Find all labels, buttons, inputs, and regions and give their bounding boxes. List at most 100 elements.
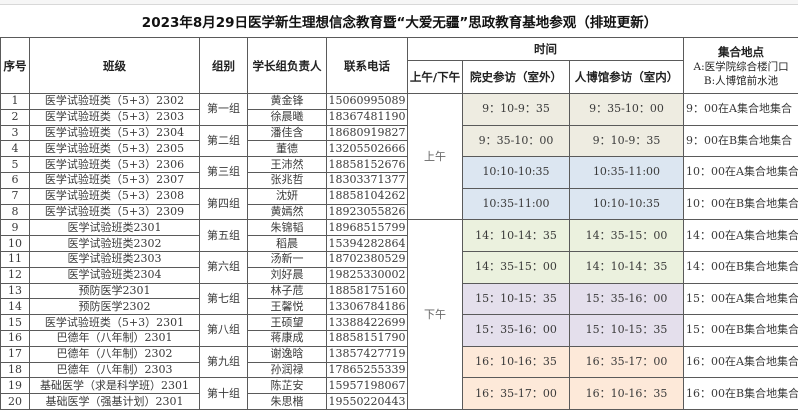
class-cell[interactable]: 医学试验班类2302 — [30, 236, 200, 252]
history-time-cell[interactable]: 16：10-16：35 — [463, 346, 570, 378]
class-cell[interactable]: 基础医学（求是科学班）2301 — [30, 378, 200, 394]
seq-cell[interactable]: 14 — [1, 299, 30, 315]
leader-cell[interactable]: 刘好晨 — [248, 267, 327, 283]
class-cell[interactable]: 巴德年（八年制）2303 — [30, 362, 200, 378]
header-seq[interactable]: 序号 — [1, 38, 30, 94]
seq-cell[interactable]: 18 — [1, 362, 30, 378]
group-cell[interactable]: 第六组 — [200, 251, 248, 283]
header-museum[interactable]: 人博馆参访（室内） — [570, 61, 684, 94]
class-cell[interactable]: 医学试验班类（5+3）2303 — [30, 109, 200, 125]
history-time-cell[interactable]: 9：10-9：35 — [463, 94, 570, 126]
session-cell[interactable]: 上午 — [408, 94, 463, 220]
group-cell[interactable]: 第五组 — [200, 220, 248, 252]
phone-cell[interactable]: 13388422699 — [327, 315, 408, 331]
class-cell[interactable]: 医学试验班类（5+3）2305 — [30, 141, 200, 157]
phone-cell[interactable]: 18680919827 — [327, 125, 408, 141]
leader-cell[interactable]: 王沛然 — [248, 157, 327, 173]
leader-cell[interactable]: 林子苊 — [248, 283, 327, 299]
phone-cell[interactable]: 19825330002 — [327, 267, 408, 283]
museum-time-cell[interactable]: 9：35-10：00 — [570, 94, 684, 126]
leader-cell[interactable]: 张兆哲 — [248, 172, 327, 188]
class-cell[interactable]: 医学试验班类（5+3）2308 — [30, 188, 200, 204]
phone-cell[interactable]: 18367481190 — [327, 109, 408, 125]
museum-time-cell[interactable]: 15：35-16：00 — [570, 283, 684, 315]
museum-time-cell[interactable]: 15：10-15：35 — [570, 315, 684, 347]
class-cell[interactable]: 医学试验班类（5+3）2309 — [30, 204, 200, 220]
meeting-cell[interactable]: 14：00在B集合地集合 — [684, 251, 798, 283]
header-history[interactable]: 院史参访（室外） — [463, 61, 570, 94]
leader-cell[interactable]: 潘佳含 — [248, 125, 327, 141]
leader-cell[interactable]: 王馨悦 — [248, 299, 327, 315]
leader-cell[interactable]: 陈芷安 — [248, 378, 327, 394]
history-time-cell[interactable]: 14：35-15：00 — [463, 251, 570, 283]
header-class[interactable]: 班级 — [30, 38, 200, 94]
class-cell[interactable]: 巴德年（八年制）2302 — [30, 346, 200, 362]
class-cell[interactable]: 医学试验班类2301 — [30, 220, 200, 236]
phone-cell[interactable]: 15060995089 — [327, 94, 408, 110]
phone-cell[interactable]: 13306784186 — [327, 299, 408, 315]
meeting-cell[interactable]: 15：00在A集合地集合 — [684, 283, 798, 315]
seq-cell[interactable]: 12 — [1, 267, 30, 283]
history-time-cell[interactable]: 10:10-10:35 — [463, 157, 570, 189]
museum-time-cell[interactable]: 9：10-9：35 — [570, 125, 684, 157]
meeting-cell[interactable]: 9：00在A集合地集合 — [684, 94, 798, 126]
class-cell[interactable]: 医学试验班类2304 — [30, 267, 200, 283]
class-cell[interactable]: 预防医学2301 — [30, 283, 200, 299]
phone-cell[interactable]: 13857427719 — [327, 346, 408, 362]
leader-cell[interactable]: 黄嫣然 — [248, 204, 327, 220]
meeting-cell[interactable]: 16：00在B集合地集合 — [684, 378, 798, 410]
leader-cell[interactable]: 董德 — [248, 141, 327, 157]
museum-time-cell[interactable]: 14：35-15：00 — [570, 220, 684, 252]
group-cell[interactable]: 第三组 — [200, 157, 248, 189]
group-cell[interactable]: 第九组 — [200, 346, 248, 378]
museum-time-cell[interactable]: 10:10-10:35 — [570, 188, 684, 220]
leader-cell[interactable]: 徐晨曦 — [248, 109, 327, 125]
meeting-cell[interactable]: 16：00在A集合地集合 — [684, 346, 798, 378]
seq-cell[interactable]: 17 — [1, 346, 30, 362]
history-time-cell[interactable]: 9：35-10：00 — [463, 125, 570, 157]
sheet-title[interactable]: 2023年8月29日医学新生理想信念教育暨“大爱无疆”思政教育基地参观（排班更新… — [1, 5, 798, 38]
class-cell[interactable]: 医学试验班类（5+3）2306 — [30, 157, 200, 173]
seq-cell[interactable]: 15 — [1, 315, 30, 331]
phone-cell[interactable]: 18858175160 — [327, 283, 408, 299]
history-time-cell[interactable]: 14：10-14：35 — [463, 220, 570, 252]
group-cell[interactable]: 第二组 — [200, 125, 248, 157]
meeting-cell[interactable]: 14：00在A集合地集合 — [684, 220, 798, 252]
leader-cell[interactable]: 孙润禄 — [248, 362, 327, 378]
phone-cell[interactable]: 17865255339 — [327, 362, 408, 378]
leader-cell[interactable]: 蒋康成 — [248, 330, 327, 346]
group-cell[interactable]: 第七组 — [200, 283, 248, 315]
seq-cell[interactable]: 5 — [1, 157, 30, 173]
leader-cell[interactable]: 稻晨 — [248, 236, 327, 252]
header-session[interactable]: 上午/下午 — [408, 61, 463, 94]
meeting-cell[interactable]: 10：00在A集合地集合 — [684, 157, 798, 189]
seq-cell[interactable]: 7 — [1, 188, 30, 204]
class-cell[interactable]: 医学试验班类（5+3）2302 — [30, 94, 200, 110]
leader-cell[interactable]: 黄金锋 — [248, 94, 327, 110]
phone-cell[interactable]: 18858151790 — [327, 330, 408, 346]
seq-cell[interactable]: 4 — [1, 141, 30, 157]
phone-cell[interactable]: 15957198067 — [327, 378, 408, 394]
meeting-cell[interactable]: 10：00在B集合地集合 — [684, 188, 798, 220]
seq-cell[interactable]: 10 — [1, 236, 30, 252]
museum-time-cell[interactable]: 14：10-14：35 — [570, 251, 684, 283]
seq-cell[interactable]: 6 — [1, 172, 30, 188]
phone-cell[interactable]: 18968515799 — [327, 220, 408, 236]
class-cell[interactable]: 基础医学（强基计划）2301 — [30, 394, 200, 410]
header-time[interactable]: 时间 — [408, 38, 684, 61]
header-leader[interactable]: 学长组负责人 — [248, 38, 327, 94]
seq-cell[interactable]: 9 — [1, 220, 30, 236]
history-time-cell[interactable]: 15：35-16：00 — [463, 315, 570, 347]
header-phone[interactable]: 联系电话 — [327, 38, 408, 94]
leader-cell[interactable]: 沈妍 — [248, 188, 327, 204]
seq-cell[interactable]: 1 — [1, 94, 30, 110]
phone-cell[interactable]: 13205502666 — [327, 141, 408, 157]
leader-cell[interactable]: 王硕望 — [248, 315, 327, 331]
history-time-cell[interactable]: 15：10-15：35 — [463, 283, 570, 315]
class-cell[interactable]: 巴德年（八年制）2301 — [30, 330, 200, 346]
seq-cell[interactable]: 19 — [1, 378, 30, 394]
seq-cell[interactable]: 3 — [1, 125, 30, 141]
phone-cell[interactable]: 18702380529 — [327, 251, 408, 267]
phone-cell[interactable]: 18303371377 — [327, 172, 408, 188]
seq-cell[interactable]: 16 — [1, 330, 30, 346]
